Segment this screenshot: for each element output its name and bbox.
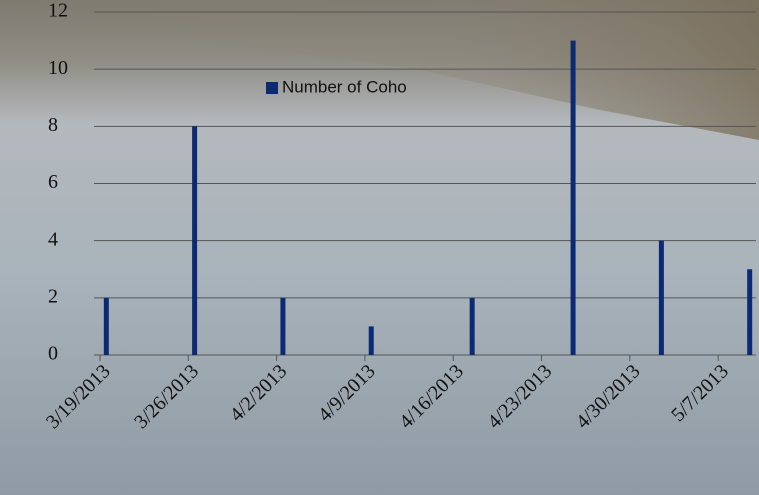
y-tick-label: 12 (48, 0, 68, 22)
bar (280, 297, 286, 355)
y-tick-label: 0 (48, 343, 58, 365)
bar (192, 126, 198, 355)
y-tick-label: 2 (48, 285, 58, 307)
bar (747, 269, 753, 355)
y-tick-label: 4 (48, 228, 58, 250)
legend-text: Number of Coho (282, 77, 407, 96)
bar (570, 40, 576, 355)
bar (469, 297, 475, 355)
y-tick-label: 6 (48, 171, 58, 193)
legend-swatch (266, 82, 278, 94)
y-tick-label: 10 (48, 57, 68, 79)
background-shore (0, 0, 759, 140)
y-tick-label: 8 (48, 114, 58, 136)
bar (103, 297, 109, 355)
bar (368, 326, 374, 355)
bar (658, 240, 664, 355)
